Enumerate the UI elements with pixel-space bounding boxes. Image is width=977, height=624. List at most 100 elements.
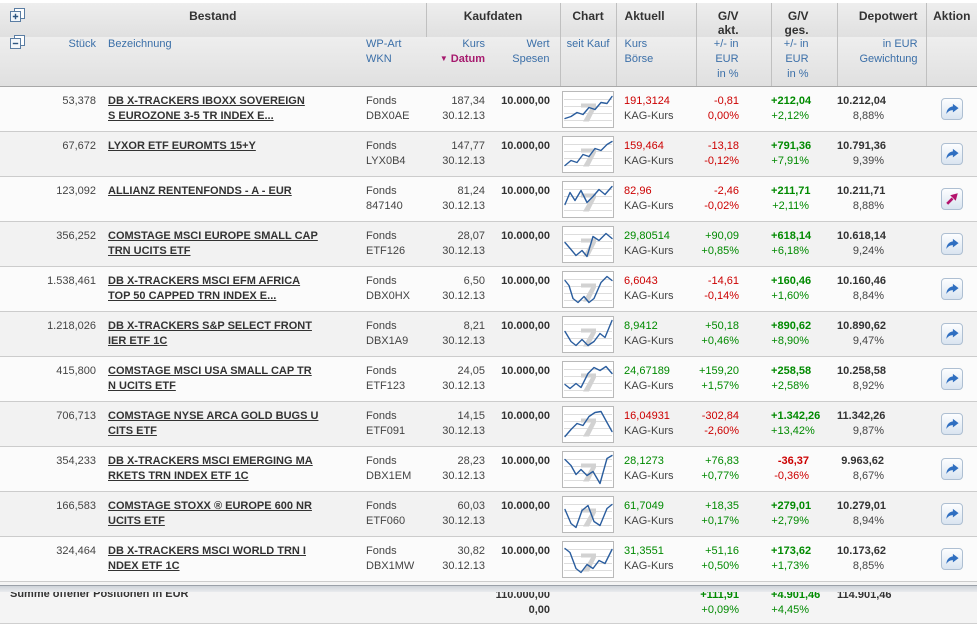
fund-name-link[interactable]: LYXOR ETF EUROMTS 15+Y bbox=[108, 140, 256, 152]
shares-count: 354,233 bbox=[56, 455, 96, 467]
gain-today-eur: +51,16 bbox=[705, 545, 740, 557]
order-forward-button[interactable] bbox=[940, 98, 963, 120]
purchase-price: 187,34 bbox=[451, 95, 486, 107]
order-forward-button[interactable] bbox=[940, 503, 963, 525]
purchase-value: 10.000,00 bbox=[501, 410, 551, 422]
gain-today-eur: -13,18 bbox=[707, 140, 740, 152]
fund-name-link[interactable]: DB X-TRACKERS MSCI WORLD TRN I NDEX ETF 1… bbox=[108, 545, 306, 572]
mini-chart[interactable] bbox=[562, 541, 615, 578]
price-source: KAG-Kurs bbox=[624, 380, 674, 392]
sort-kurs[interactable]: Kurs bbox=[462, 38, 486, 50]
fund-name-link[interactable]: ALLIANZ RENTENFONDS - A - EUR bbox=[108, 185, 292, 197]
shares-count: 324,464 bbox=[56, 545, 96, 557]
purchase-date: 30.12.13 bbox=[442, 380, 486, 392]
purchase-value: 10.000,00 bbox=[501, 455, 551, 467]
col-group-aktion: Aktion bbox=[925, 3, 977, 37]
shares-count: 1.218,026 bbox=[47, 320, 96, 332]
sort-gv-akt-pct[interactable]: in % bbox=[717, 68, 739, 80]
sort-wkn[interactable]: WKN bbox=[366, 53, 392, 65]
mini-chart[interactable] bbox=[562, 136, 615, 173]
purchase-value: 10.000,00 bbox=[501, 95, 551, 107]
security-type: Fonds bbox=[366, 410, 397, 422]
chart-watermark bbox=[581, 283, 597, 302]
bottom-scrollbar-track[interactable] bbox=[0, 585, 977, 592]
current-price: 8,9412 bbox=[624, 320, 658, 332]
order-forward-button[interactable] bbox=[940, 323, 963, 345]
order-forward-button[interactable] bbox=[940, 458, 963, 480]
sort-boerse[interactable]: Börse bbox=[624, 53, 654, 65]
sort-stueck[interactable]: Stück bbox=[68, 38, 96, 50]
mini-chart[interactable] bbox=[562, 451, 615, 488]
fund-name-link[interactable]: COMSTAGE NYSE ARCA GOLD BUGS U CITS ETF bbox=[108, 410, 319, 437]
position-value: 10.618,14 bbox=[837, 230, 886, 242]
price-source: KAG-Kurs bbox=[624, 200, 674, 212]
mini-chart[interactable] bbox=[562, 226, 615, 263]
shares-count: 706,713 bbox=[56, 410, 96, 422]
gain-today-eur: -14,61 bbox=[707, 275, 740, 287]
gain-today-eur: +90,09 bbox=[705, 230, 740, 242]
sort-datum-active[interactable]: ▼ Datum bbox=[439, 53, 486, 65]
purchase-date: 30.12.13 bbox=[442, 425, 486, 437]
gain-total-eur: +173,62 bbox=[771, 545, 812, 557]
mini-chart[interactable] bbox=[562, 181, 615, 218]
fund-name-link[interactable]: DB X-TRACKERS IBOXX SOVEREIGN S EUROZONE … bbox=[108, 95, 305, 122]
fund-name-link[interactable]: COMSTAGE MSCI USA SMALL CAP TR N UCITS ET… bbox=[108, 365, 312, 392]
sort-gv-ges-eur[interactable]: +/- in EUR bbox=[783, 38, 809, 65]
order-forward-button[interactable] bbox=[940, 548, 963, 570]
mini-chart[interactable] bbox=[562, 361, 615, 398]
purchase-value: 10.000,00 bbox=[501, 230, 551, 242]
sort-gewichtung[interactable]: Gewichtung bbox=[859, 53, 918, 65]
order-forward-button[interactable] bbox=[940, 143, 963, 165]
trade-arrow-button[interactable] bbox=[940, 188, 963, 210]
price-source: KAG-Kurs bbox=[624, 110, 674, 122]
position-value: 10.212,04 bbox=[837, 95, 886, 107]
sort-wp-art[interactable]: WP-Art bbox=[366, 38, 402, 50]
gain-today-pct: +1,57% bbox=[701, 380, 740, 392]
mini-chart[interactable] bbox=[562, 496, 615, 533]
mini-chart[interactable] bbox=[562, 271, 615, 308]
gain-today-pct: +0,77% bbox=[701, 470, 740, 482]
fund-name-link[interactable]: COMSTAGE STOXX ® EUROPE 600 NR UCITS ETF bbox=[108, 500, 312, 527]
fund-name-link[interactable]: DB X-TRACKERS S&P SELECT FRONT IER ETF 1C bbox=[108, 320, 312, 347]
purchase-price: 60,03 bbox=[457, 500, 486, 512]
security-type: Fonds bbox=[366, 275, 397, 287]
wkn-code: DBX1A9 bbox=[366, 335, 409, 347]
order-forward-button[interactable] bbox=[940, 368, 963, 390]
gain-today-eur: -0,81 bbox=[713, 95, 740, 107]
collapse-all-icon[interactable] bbox=[10, 35, 30, 53]
mini-chart[interactable] bbox=[562, 316, 615, 353]
gain-total-eur: +212,04 bbox=[771, 95, 812, 107]
order-forward-button[interactable] bbox=[940, 233, 963, 255]
order-forward-button[interactable] bbox=[940, 278, 963, 300]
gain-total-eur: +160,46 bbox=[771, 275, 812, 287]
current-price: 6,6043 bbox=[624, 275, 658, 287]
position-weight: 8,88% bbox=[852, 110, 885, 122]
position-value: 10.211,71 bbox=[837, 185, 886, 197]
sort-depot-eur[interactable]: in EUR bbox=[882, 38, 918, 50]
wkn-code: ETF060 bbox=[366, 515, 406, 527]
sort-wert[interactable]: Wert bbox=[526, 38, 550, 50]
table-row: 53,378 DB X-TRACKERS IBOXX SOVEREIGN S EU… bbox=[0, 86, 977, 132]
sort-gv-akt-eur[interactable]: +/- in EUR bbox=[713, 38, 739, 65]
gain-today-pct: +0,85% bbox=[701, 245, 740, 257]
purchase-price: 81,24 bbox=[457, 185, 486, 197]
sort-aktuell-kurs[interactable]: Kurs bbox=[624, 38, 648, 50]
position-value: 10.890,62 bbox=[837, 320, 886, 332]
chart-watermark bbox=[581, 373, 597, 392]
fund-name-link[interactable]: COMSTAGE MSCI EUROPE SMALL CAP TRN UCITS … bbox=[108, 230, 318, 257]
order-forward-button[interactable] bbox=[940, 413, 963, 435]
chart-watermark bbox=[581, 418, 597, 437]
fund-name-link[interactable]: DB X-TRACKERS MSCI EMERGING MA RKETS TRN … bbox=[108, 455, 313, 482]
mini-chart[interactable] bbox=[562, 406, 615, 443]
gain-total-pct: +2,58% bbox=[771, 380, 810, 392]
sort-bezeichnung[interactable]: Bezeichnung bbox=[108, 38, 172, 50]
table-row: 1.538,461 DB X-TRACKERS MSCI EFM AFRICA T… bbox=[0, 266, 977, 312]
expand-all-icon[interactable] bbox=[10, 8, 30, 26]
sort-gv-ges-pct[interactable]: in % bbox=[787, 68, 809, 80]
current-price: 61,7049 bbox=[624, 500, 664, 512]
chart-watermark bbox=[581, 553, 597, 572]
fund-name-link[interactable]: DB X-TRACKERS MSCI EFM AFRICA TOP 50 CAPP… bbox=[108, 275, 301, 302]
position-value: 9.963,62 bbox=[841, 455, 885, 467]
sort-spesen[interactable]: Spesen bbox=[512, 53, 550, 65]
mini-chart[interactable] bbox=[562, 91, 615, 128]
